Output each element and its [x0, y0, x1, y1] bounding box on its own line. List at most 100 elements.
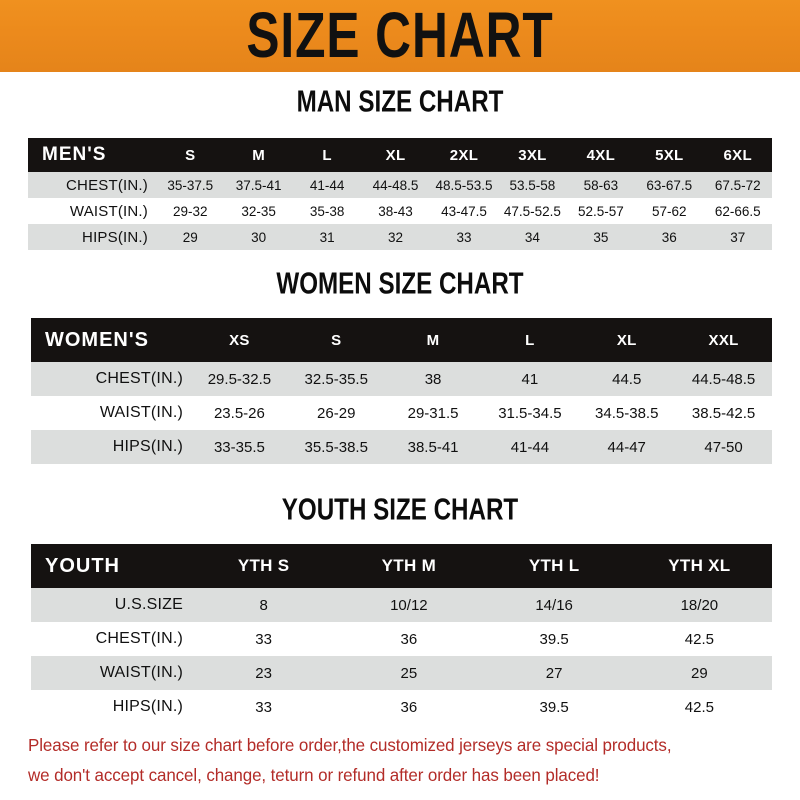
man-cell: 35-37.5	[167, 177, 214, 193]
women-cell: 34.5-38.5	[595, 404, 659, 422]
disclaimer-line-1: Please refer to our size chart before or…	[28, 735, 672, 755]
women-cell: 41-44	[510, 438, 550, 456]
youth-row-label: HIPS(IN.)	[112, 698, 183, 715]
women-column-header: XS	[229, 331, 250, 349]
man-row-label: CHEST(IN.)	[66, 176, 148, 194]
youth-cell: 25	[400, 664, 418, 682]
table-row: CHEST(IN.) 33 36 39.5 42.5	[31, 622, 772, 656]
man-cell: 38-43	[378, 203, 413, 219]
table-row: HIPS(IN.) 29 30 31 32 33 34 35 36 37	[28, 224, 772, 250]
youth-cell: 27	[545, 664, 563, 682]
women-cell: 26-29	[317, 404, 356, 422]
man-cell: 31	[319, 229, 335, 245]
man-column-header: 3XL	[518, 146, 547, 164]
women-cell: 38.5-42.5	[691, 404, 756, 422]
table-row: HIPS(IN.) 33 36 39.5 42.5	[31, 690, 772, 724]
women-cell: 29-31.5	[407, 404, 459, 422]
man-section-title: MAN SIZE CHART	[296, 83, 504, 119]
man-cell: 35-38	[309, 203, 345, 219]
man-column-header: 4XL	[586, 146, 616, 164]
women-cell: 38	[424, 370, 442, 388]
man-cell: 32	[388, 229, 404, 245]
youth-column-header: YTH S	[237, 556, 290, 575]
youth-table-header-row: YOUTH YTH S YTH M YTH L YTH XL	[31, 544, 772, 588]
man-cell: 41-44	[309, 177, 345, 193]
women-cell: 35.5-38.5	[304, 438, 368, 456]
youth-cell: 39.5	[539, 630, 569, 648]
youth-row-label: CHEST(IN.)	[95, 630, 183, 647]
women-table-header-row: WOMEN'S XS S M L XL XXL	[31, 318, 772, 362]
man-cell: 29	[182, 229, 198, 245]
youth-size-table: YOUTH YTH S YTH M YTH L YTH XL U.S.SIZE 8 10/12…	[31, 544, 772, 724]
women-row-label: WAIST(IN.)	[99, 404, 183, 421]
man-cell: 34	[524, 229, 540, 245]
man-column-header: XL	[385, 146, 406, 164]
table-row: CHEST(IN.) 29.5-32.5 32.5-35.5 38 41 44.5 44.5…	[31, 362, 772, 396]
man-column-header: M	[252, 146, 266, 164]
youth-column-header: YTH XL	[668, 556, 731, 575]
man-header-label: MEN'S	[42, 144, 107, 165]
man-row-label: HIPS(IN.)	[82, 228, 148, 246]
man-cell: 36	[661, 229, 677, 245]
women-column-header: XL	[616, 331, 637, 349]
youth-cell: 39.5	[539, 698, 569, 716]
youth-cell: 18/20	[680, 596, 719, 614]
women-column-header: XXL	[708, 331, 739, 349]
table-row: U.S.SIZE 8 10/12 14/16 18/20	[31, 588, 772, 622]
man-cell: 44-48.5	[372, 177, 419, 193]
man-cell: 37	[730, 229, 746, 245]
man-cell: 63-67.5	[646, 177, 693, 193]
women-column-header: M	[426, 331, 440, 349]
youth-row-label: WAIST(IN.)	[99, 664, 183, 681]
youth-section-title: YOUTH SIZE CHART	[281, 491, 519, 527]
table-row: CHEST(IN.) 35-37.5 37.5-41 41-44 44-48.5 48.5…	[28, 172, 772, 198]
table-row: HIPS(IN.) 33-35.5 35.5-38.5 38.5-41 41-44 44-…	[31, 430, 772, 464]
disclaimer-note: Please refer to our size chart before or…	[28, 730, 756, 790]
women-cell: 29.5-32.5	[207, 370, 272, 388]
man-cell: 29-32	[172, 203, 208, 219]
women-cell: 33-35.5	[213, 438, 265, 456]
man-cell: 48.5-53.5	[435, 177, 493, 193]
youth-cell: 42.5	[684, 698, 714, 716]
women-row-label: CHEST(IN.)	[95, 370, 183, 387]
men-size-table: MEN'S S M L XL 2XL 3XL 4XL 5XL 6XL CHEST(IN.) 35-37…	[28, 138, 772, 250]
women-cell: 23.5-26	[213, 404, 265, 422]
youth-row-label: U.S.SIZE	[114, 596, 183, 613]
women-cell: 38.5-41	[407, 438, 459, 456]
man-column-header: 2XL	[449, 146, 479, 164]
women-size-table: WOMEN'S XS S M L XL XXL CHEST(IN.) 29.5-32.5 32.5…	[31, 318, 772, 464]
man-cell: 37.5-41	[235, 177, 282, 193]
man-cell: 43-47.5	[441, 203, 487, 219]
man-column-header: 6XL	[723, 146, 752, 164]
table-row: WAIST(IN.) 29-32 32-35 35-38 38-43 43-47.5 47.…	[28, 198, 772, 224]
youth-column-header: YTH M	[381, 556, 437, 575]
youth-cell: 10/12	[390, 596, 428, 614]
page-banner: SIZE CHART	[0, 0, 800, 72]
women-cell: 47-50	[704, 438, 743, 456]
women-cell: 41	[521, 370, 539, 388]
women-section-title: WOMEN SIZE CHART	[276, 265, 524, 301]
women-cell: 44-47	[607, 438, 646, 456]
youth-column-header: YTH L	[528, 556, 580, 575]
man-cell: 58-63	[583, 177, 619, 193]
man-column-header: L	[322, 146, 332, 164]
women-row-label: HIPS(IN.)	[112, 438, 183, 455]
page-title: SIZE CHART	[246, 0, 554, 72]
man-cell: 52.5-57	[577, 203, 624, 219]
man-column-header: 5XL	[655, 146, 684, 164]
youth-cell: 42.5	[684, 630, 714, 648]
women-cell: 31.5-34.5	[498, 404, 562, 422]
youth-cell: 14/16	[535, 596, 573, 614]
man-cell: 57-62	[652, 203, 687, 219]
man-cell: 30	[251, 229, 267, 245]
women-column-header: S	[331, 331, 342, 349]
table-row: WAIST(IN.) 23 25 27 29	[31, 656, 772, 690]
man-cell: 33	[456, 229, 472, 245]
youth-cell: 33	[255, 698, 272, 716]
youth-header-label: YOUTH	[45, 554, 120, 577]
disclaimer-line-2: we don't accept cancel, change, teturn o…	[28, 765, 600, 785]
man-cell: 35	[593, 229, 609, 245]
man-cell: 67.5-72	[714, 177, 761, 193]
man-column-header: S	[185, 146, 196, 164]
